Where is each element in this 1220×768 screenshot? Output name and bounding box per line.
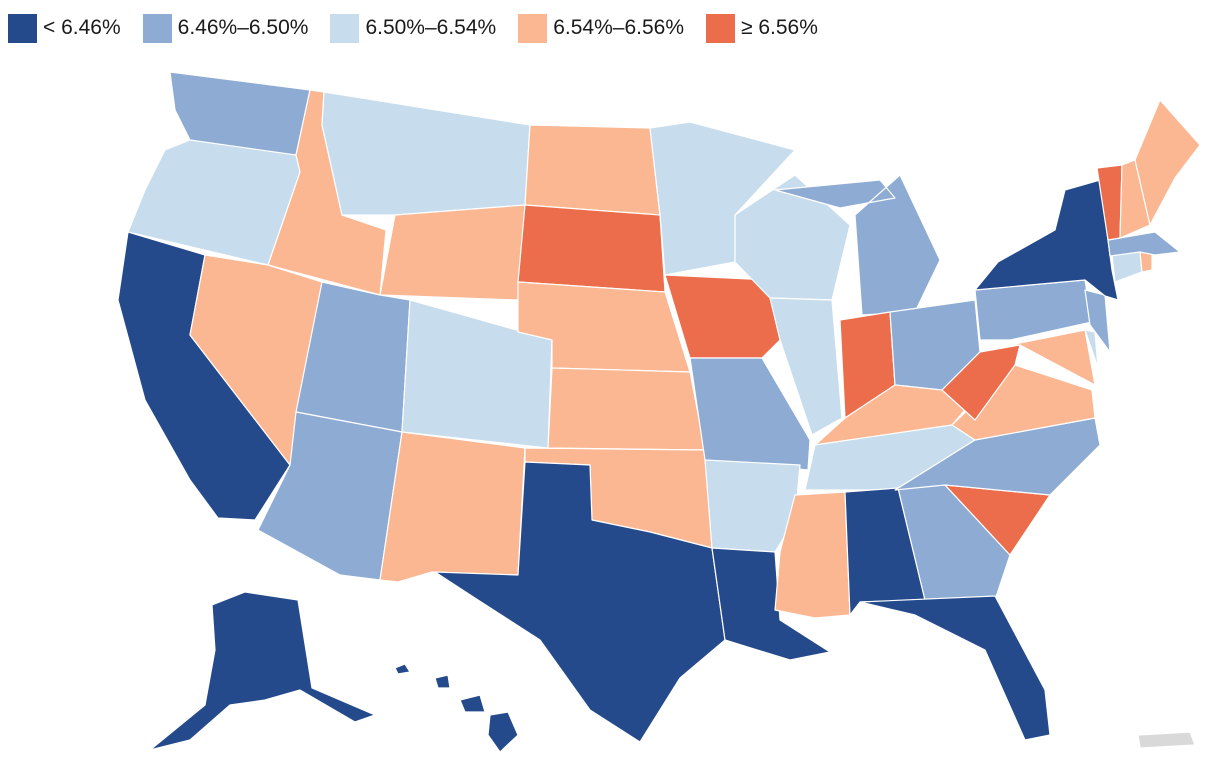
state-FL[interactable] [859,595,1051,741]
legend-swatch-1 [8,13,37,43]
state-TX[interactable] [434,461,726,743]
legend-item-2: 6.46%–6.50% [142,13,309,43]
state-HI[interactable] [394,663,519,753]
state-SD[interactable] [517,204,666,293]
state-MA[interactable] [1107,231,1181,257]
state-MD[interactable] [1009,329,1096,386]
state-ME[interactable] [1134,99,1201,226]
legend: < 6.46% 6.46%–6.50% 6.50%–6.54% 6.54%–6.… [8,10,840,46]
legend-swatch-3 [330,13,360,43]
legend-item-4: 6.54%–6.56% [518,13,684,43]
legend-swatch-4 [518,13,548,43]
state-KS[interactable] [547,367,706,451]
state-NY[interactable] [974,179,1119,301]
state-MT[interactable] [321,91,531,216]
legend-item-1: < 6.46% [8,13,121,43]
territory-PR [1137,731,1196,749]
legend-label-1: < 6.46% [43,16,121,39]
state-CT[interactable] [1111,251,1143,283]
legend-label-5: ≥ 6.56% [741,16,818,39]
legend-swatch-2 [142,13,172,43]
state-NM[interactable] [379,431,526,583]
state-NJ[interactable] [1084,289,1111,353]
state-IL[interactable] [769,297,843,436]
state-DE[interactable] [1084,329,1099,369]
state-WV[interactable] [941,344,1021,421]
legend-label-3: 6.50%–6.54% [365,16,497,39]
legend-item-5: ≥ 6.56% [706,13,818,43]
state-ND[interactable] [524,124,661,216]
state-MO[interactable] [689,357,811,471]
state-WY[interactable] [379,204,526,301]
state-AK[interactable] [149,591,376,751]
legend-label-4: 6.54%–6.56% [553,16,684,39]
state-LA[interactable] [711,547,831,661]
legend-item-3: 6.50%–6.54% [330,13,497,43]
legend-label-2: 6.46%–6.50% [177,16,309,39]
legend-swatch-5 [706,13,735,43]
state-MI[interactable] [774,174,941,316]
